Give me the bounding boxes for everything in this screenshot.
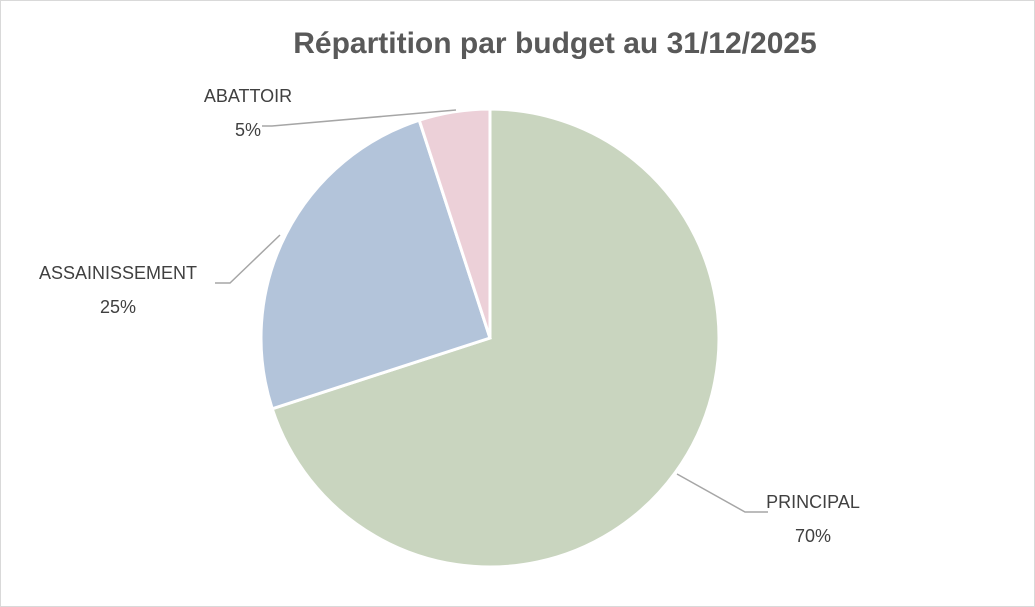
chart-title: Répartition par budget au 31/12/2025 (293, 27, 817, 60)
category-label: PRINCIPAL (766, 492, 860, 512)
category-label: ASSAINISSEMENT (39, 263, 197, 283)
pie-slice (270, 107, 721, 569)
leader-line (215, 234, 281, 284)
category-label: ABATTOIR (204, 86, 292, 106)
leader-line (262, 109, 457, 127)
pie-slice (417, 107, 492, 339)
leader-line (676, 473, 768, 513)
value-label: 5% (235, 120, 261, 140)
pie-slice (259, 118, 492, 411)
value-label: 25% (100, 297, 136, 317)
value-label: 70% (795, 526, 831, 546)
